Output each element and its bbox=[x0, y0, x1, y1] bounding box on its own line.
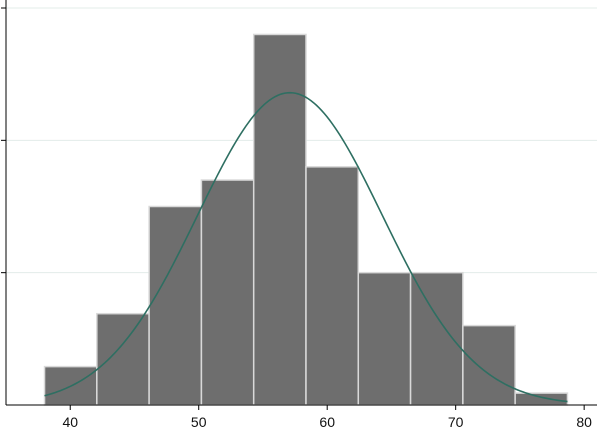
x-tick-label-0: 40 bbox=[62, 414, 78, 430]
histogram-bar-2 bbox=[148, 205, 203, 406]
density-curve-layer bbox=[44, 91, 568, 403]
normal-density-curve bbox=[44, 91, 568, 403]
histogram-bar-8 bbox=[462, 324, 516, 406]
histogram-bars bbox=[43, 33, 569, 406]
histogram-bar-9 bbox=[514, 392, 569, 406]
histogram-bar-1 bbox=[96, 312, 150, 406]
x-tick-label-3: 70 bbox=[448, 414, 464, 430]
histogram-bar-7 bbox=[409, 271, 464, 406]
axes bbox=[1, 0, 597, 406]
histogram-bar-4 bbox=[252, 33, 307, 406]
x-tick-label-2: 60 bbox=[319, 414, 335, 430]
x-tick-label-1: 50 bbox=[191, 414, 207, 430]
histogram-bar-3 bbox=[200, 179, 255, 406]
histogram-bar-5 bbox=[305, 166, 360, 406]
histogram-bar-6 bbox=[357, 271, 412, 406]
x-axis-ticks: 40 50 60 70 80 bbox=[62, 405, 592, 430]
x-tick-label-4: 80 bbox=[576, 414, 592, 430]
